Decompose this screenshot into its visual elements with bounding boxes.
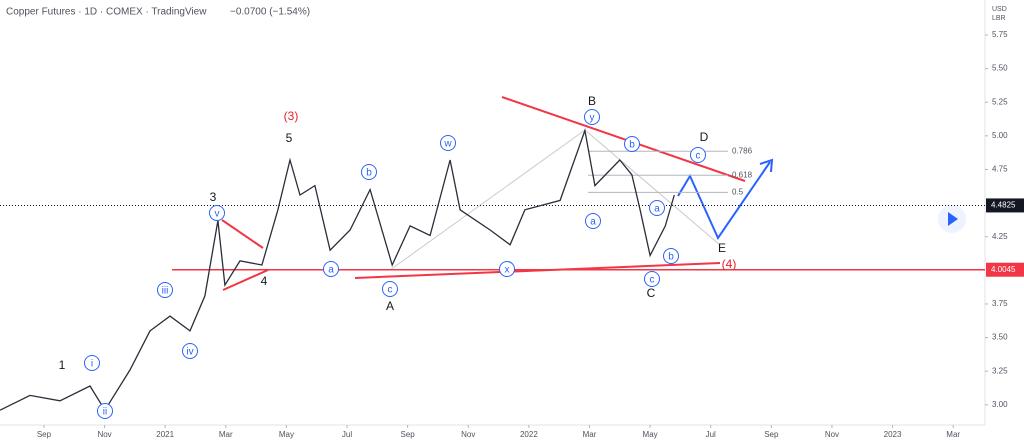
x-tick-label: Nov xyxy=(97,430,111,439)
play-icon[interactable] xyxy=(948,212,958,226)
wave-label: (3) xyxy=(284,109,299,123)
wave-label: (4) xyxy=(722,257,737,271)
x-tick-label: Jul xyxy=(706,430,716,439)
x-tick-label: Sep xyxy=(401,430,416,439)
wave-label: B xyxy=(588,94,596,108)
wave-label: b xyxy=(366,168,372,179)
wave-label: 1 xyxy=(59,358,66,372)
arrow-head xyxy=(759,158,774,173)
x-tick-label: Nov xyxy=(461,430,475,439)
wave-label: 5 xyxy=(286,131,293,145)
wave-label: ii xyxy=(103,407,107,418)
wave-circle xyxy=(649,200,665,216)
unit: LBR xyxy=(992,15,1006,22)
drawings xyxy=(221,96,774,291)
x-tick-label: 2021 xyxy=(156,430,174,439)
wave-circle xyxy=(323,261,339,277)
wave-label: E xyxy=(718,241,726,255)
wave-circle xyxy=(663,248,679,264)
x-tick-label: Mar xyxy=(219,430,233,439)
x-tick-label: Sep xyxy=(37,430,52,439)
wave-circle xyxy=(624,136,640,152)
x-tick-label: Mar xyxy=(583,430,597,439)
wave-circle xyxy=(499,261,515,277)
wave-circle xyxy=(209,205,225,221)
wave-label: v xyxy=(215,209,220,220)
wave-label: a xyxy=(590,217,596,228)
wave-label: b xyxy=(668,252,674,263)
x-tick-label: 2023 xyxy=(884,430,902,439)
wave-circle xyxy=(382,281,398,297)
unit: USD xyxy=(992,6,1007,13)
helper-line xyxy=(389,129,586,271)
trendline xyxy=(354,262,721,279)
wave-circle xyxy=(690,147,706,163)
trendline xyxy=(501,96,746,182)
price-line xyxy=(0,127,675,412)
wave-circle xyxy=(182,343,198,359)
wave-label: w xyxy=(443,139,452,150)
support-label: 4.0045 xyxy=(991,265,1016,274)
x-tick-label: Mar xyxy=(946,430,960,439)
x-tick-label: Nov xyxy=(825,430,839,439)
wave-circle xyxy=(84,355,100,371)
wave-label: c xyxy=(388,285,393,296)
wave-label: 4 xyxy=(261,274,268,288)
fib-label: 0.618 xyxy=(732,170,753,179)
x-tick-label: May xyxy=(643,430,658,439)
last-price-label: 4.4825 xyxy=(991,201,1016,210)
wave-label: a xyxy=(654,204,660,215)
wave-label: 3 xyxy=(210,190,217,204)
wave-label: x xyxy=(505,265,510,276)
wave-label: a xyxy=(328,265,334,276)
y-tick-label: 5.75 xyxy=(992,30,1008,39)
wave-label: iv xyxy=(186,347,193,358)
y-tick-label: 5.00 xyxy=(992,131,1008,140)
wave-label: y xyxy=(590,113,595,124)
projection-arrow xyxy=(677,161,771,241)
wave-label: C xyxy=(647,286,656,300)
wave-circle xyxy=(97,403,113,419)
x-tick-label: Sep xyxy=(764,430,779,439)
wave-circle xyxy=(157,282,173,298)
y-tick-label: 3.00 xyxy=(992,400,1008,409)
trendline xyxy=(222,269,269,291)
wave-label: i xyxy=(91,359,93,370)
x-tick-label: Jul xyxy=(342,430,352,439)
helper-line xyxy=(584,129,721,246)
y-tick-label: 3.50 xyxy=(992,333,1008,342)
fib-label: 0.786 xyxy=(732,146,753,155)
y-tick-label: 3.25 xyxy=(992,366,1008,375)
trendline xyxy=(221,219,264,249)
x-tick-label: May xyxy=(279,430,294,439)
wave-label: c xyxy=(696,151,701,162)
wave-label: c xyxy=(650,275,655,286)
wave-circle xyxy=(584,109,600,125)
wave-label: iii xyxy=(162,286,169,297)
fib-label: 0.5 xyxy=(732,187,744,196)
price-change: −0.0700 (−1.54%) xyxy=(230,7,310,18)
y-tick-label: 4.25 xyxy=(992,232,1008,241)
last-price-box xyxy=(986,198,1024,213)
support-box xyxy=(986,262,1024,277)
y-tick-label: 3.75 xyxy=(992,299,1008,308)
wave-circle xyxy=(644,271,660,287)
y-tick-label: 5.25 xyxy=(992,97,1008,106)
y-tick-label: 5.50 xyxy=(992,64,1008,73)
wave-label: b xyxy=(629,140,635,151)
x-tick-label: 2022 xyxy=(520,430,538,439)
chart-title: Copper Futures · 1D · COMEX · TradingVie… xyxy=(6,7,207,18)
wave-label: D xyxy=(700,130,709,144)
wave-circle xyxy=(585,213,601,229)
wave-label: A xyxy=(386,299,394,313)
wave-circle xyxy=(440,135,456,151)
wave-circle xyxy=(361,164,377,180)
y-tick-label: 4.75 xyxy=(992,165,1008,174)
